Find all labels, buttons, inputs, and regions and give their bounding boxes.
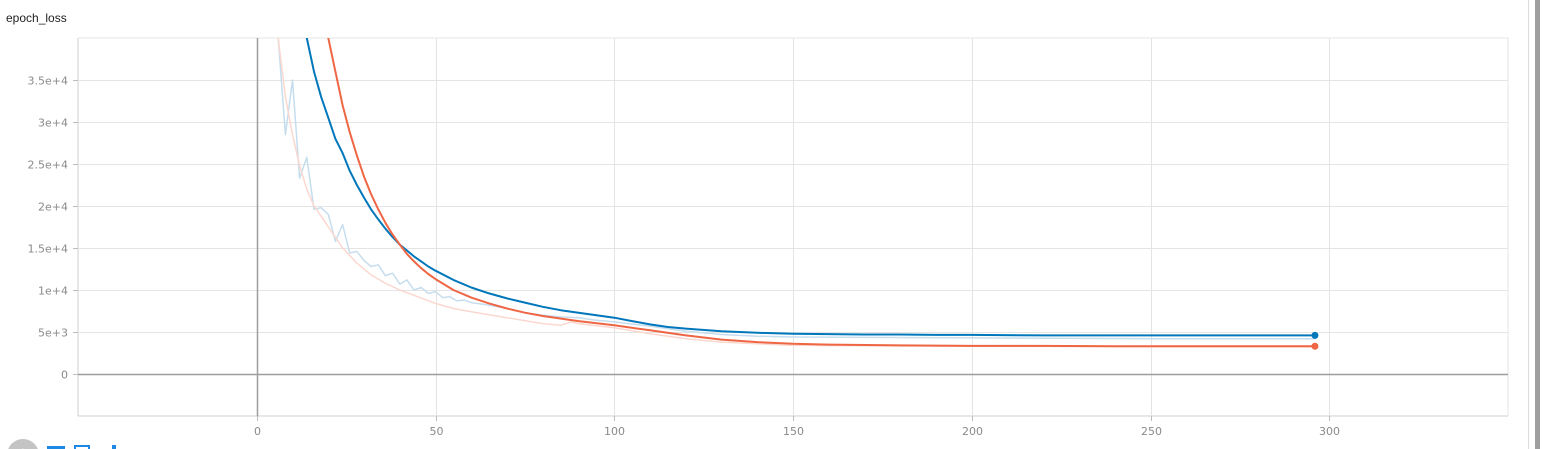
- x-tick-label: 150: [783, 425, 804, 438]
- y-tick-label: 0: [61, 369, 68, 382]
- scrollbar[interactable]: [1535, 0, 1540, 449]
- y-tick-label: 3.5e+4: [28, 75, 68, 88]
- x-tick-label: 200: [962, 425, 983, 438]
- smoothed-series-line: [305, 38, 1316, 337]
- x-tick-label: 50: [430, 425, 444, 438]
- smoothed-series-line: [327, 38, 1316, 348]
- y-tick-label: 5e+3: [38, 327, 68, 340]
- data-selection-icon[interactable]: [74, 445, 90, 449]
- y-tick-label: 2e+4: [38, 201, 68, 214]
- y-tick-label: 3e+4: [38, 117, 68, 130]
- x-tick-label: 0: [254, 425, 261, 438]
- chart-title: epoch_loss: [6, 11, 67, 25]
- series-end-marker: [1311, 342, 1319, 350]
- y-tick-label: 2.5e+4: [28, 159, 68, 172]
- x-tick-label: 300: [1319, 425, 1340, 438]
- x-tick-label: 100: [604, 425, 625, 438]
- x-tick-label: 250: [1141, 425, 1162, 438]
- y-tick-label: 1e+4: [38, 285, 68, 298]
- panel-divider: [1528, 0, 1529, 449]
- raw-series-line: [277, 38, 1316, 340]
- download-icon[interactable]: [112, 445, 116, 449]
- fit-domain-icon[interactable]: [47, 446, 65, 449]
- chart-toolbar: ↕: [4, 436, 144, 449]
- expand-button[interactable]: ↕: [7, 439, 39, 449]
- raw-series-line: [277, 38, 1316, 348]
- y-tick-label: 1.5e+4: [28, 243, 68, 256]
- series-end-marker: [1311, 331, 1319, 339]
